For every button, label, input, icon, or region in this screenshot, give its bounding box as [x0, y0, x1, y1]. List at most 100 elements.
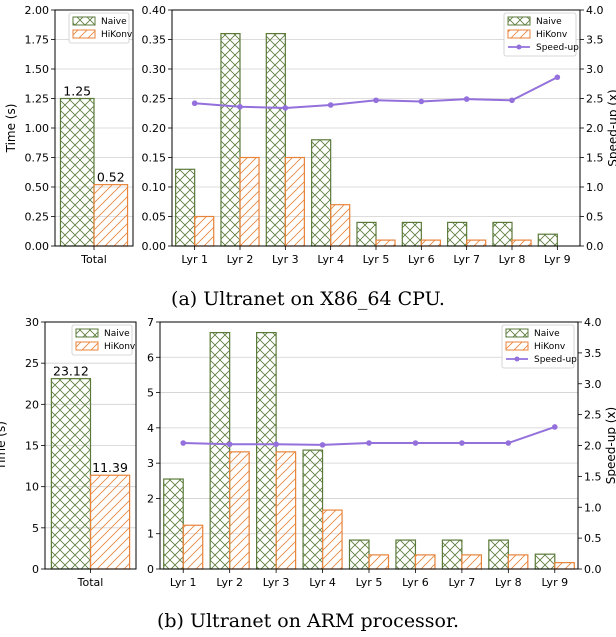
x-tick-label: Lyr 6 [402, 576, 429, 589]
bar-naive [447, 221, 468, 247]
y2-tick-label: 2.5 [584, 409, 602, 422]
legend-label-naive: Naive [104, 329, 130, 339]
axes-frame [159, 321, 579, 570]
bar-hikonv [182, 524, 204, 570]
y-tick-label: 2 [147, 492, 154, 505]
x-tick-label: Lyr 9 [541, 576, 568, 589]
y-tick-label: 1.75 [25, 34, 50, 47]
y-tick-label: 1 [147, 528, 154, 541]
x-tick-label: Lyr 8 [495, 576, 522, 589]
y2-tick-label: 0.0 [586, 240, 604, 253]
y-tick-label: 1.50 [25, 63, 50, 76]
speedup-point [327, 102, 334, 108]
y2-tick-label: 3.0 [584, 378, 602, 391]
speedup-point [191, 100, 198, 107]
y-tick-label: 15 [25, 440, 39, 453]
speedup-point [554, 74, 561, 81]
speedup-point [505, 440, 512, 446]
y-tick-label: 0.40 [142, 4, 167, 17]
x-tick-label: Lyr 3 [263, 576, 290, 589]
speedup-point [509, 97, 515, 104]
y2-tick-label: 2.0 [586, 122, 604, 135]
legend-swatch-naive [75, 328, 99, 338]
y2-tick-label: 4.0 [584, 316, 602, 329]
bar-naive [488, 539, 509, 570]
legend-marker-speedup [514, 356, 520, 362]
y2-tick-label: 0.5 [584, 532, 602, 545]
bar-hikonv [330, 204, 351, 247]
x-tick-label: Lyr 5 [356, 576, 383, 589]
speedup-point [237, 103, 243, 110]
legend-label-naive: Naive [536, 17, 562, 27]
y2-tick-label: 0.0 [584, 563, 602, 576]
legend-swatch-hikonv [507, 29, 531, 39]
bar-hikonv [194, 215, 215, 247]
y-tick-label: 1.25 [25, 93, 50, 106]
data-label-hikonv: 0.52 [97, 170, 125, 185]
y-tick-label: 30 [25, 316, 39, 329]
x-tick-label: Lyr 2 [216, 576, 243, 589]
speedup-point [463, 96, 470, 102]
y2-tick-label: 3.5 [584, 347, 602, 360]
legend-label-speedup: Speed-up [534, 355, 577, 365]
bar-hikonv [321, 509, 343, 570]
y2-axis-label: Speed-up (x) [604, 407, 616, 484]
speedup-point [366, 440, 372, 446]
x-tick-label: Lyr 1 [170, 576, 197, 589]
bar-hikonv [507, 554, 529, 570]
legend-swatch-hikonv [75, 341, 99, 351]
y-tick-label: 0 [32, 563, 39, 576]
bar-hikonv [284, 156, 305, 247]
bar-hikonv [414, 554, 436, 570]
x-tick-label: Total [80, 253, 107, 266]
bar-naive [356, 221, 377, 247]
bar-hikonv [554, 562, 575, 570]
legend-label-speedup: Speed-up [536, 43, 579, 53]
y-tick-label: 0.00 [142, 240, 167, 253]
bar-hikonv [239, 156, 260, 247]
y2-tick-label: 0.5 [586, 211, 604, 224]
legend-marker-speedup [516, 44, 522, 50]
legend-label-naive: Naive [101, 17, 127, 27]
y2-tick-label: 3.5 [586, 34, 604, 47]
bar-hikonv [93, 184, 129, 247]
y-axis-label: Time (s) [0, 421, 8, 471]
y2-tick-label: 1.0 [586, 181, 604, 194]
speedup-point [273, 441, 279, 448]
y2-tick-label: 2.0 [584, 440, 602, 453]
legend-label-hikonv: HiKonv [104, 342, 136, 352]
bar-naive [348, 539, 370, 570]
legend-label-hikonv: HiKonv [536, 30, 568, 40]
speedup-line [194, 76, 558, 109]
x-tick-label: Lyr 6 [408, 253, 435, 266]
bar-naive [265, 32, 286, 247]
y-tick-label: 20 [25, 398, 39, 411]
bar-naive [395, 539, 417, 570]
y-tick-label: 5 [147, 387, 154, 400]
y-tick-label: 25 [25, 357, 39, 370]
bar-naive [492, 221, 513, 247]
bar-hikonv [461, 554, 482, 570]
y-axis-label: Time (s) [4, 104, 18, 154]
x-tick-label: Lyr 8 [499, 253, 526, 266]
bar-hikonv [375, 239, 396, 247]
bar-naive [441, 539, 463, 570]
y-tick-label: 0.20 [142, 122, 167, 135]
data-label-naive: 1.25 [63, 84, 91, 99]
bar-naive [50, 378, 92, 570]
y2-tick-label: 1.0 [584, 501, 602, 514]
axes-frame [171, 9, 581, 247]
speedup-point [180, 440, 187, 446]
bar-naive [401, 221, 422, 247]
y2-axis-label: Speed-up (x) [606, 89, 616, 166]
y2-tick-label: 1.5 [586, 152, 604, 165]
y-tick-label: 0 [147, 563, 154, 576]
caption-a: (a) Ultranet on X86_64 CPU. [171, 288, 445, 310]
y-tick-label: 0.25 [142, 93, 167, 106]
y-tick-label: 0.00 [25, 240, 50, 253]
legend-label-hikonv: HiKonv [534, 342, 566, 352]
x-tick-label: Total [77, 576, 104, 589]
data-label-hikonv: 11.39 [92, 460, 128, 475]
bar-naive [302, 449, 324, 570]
